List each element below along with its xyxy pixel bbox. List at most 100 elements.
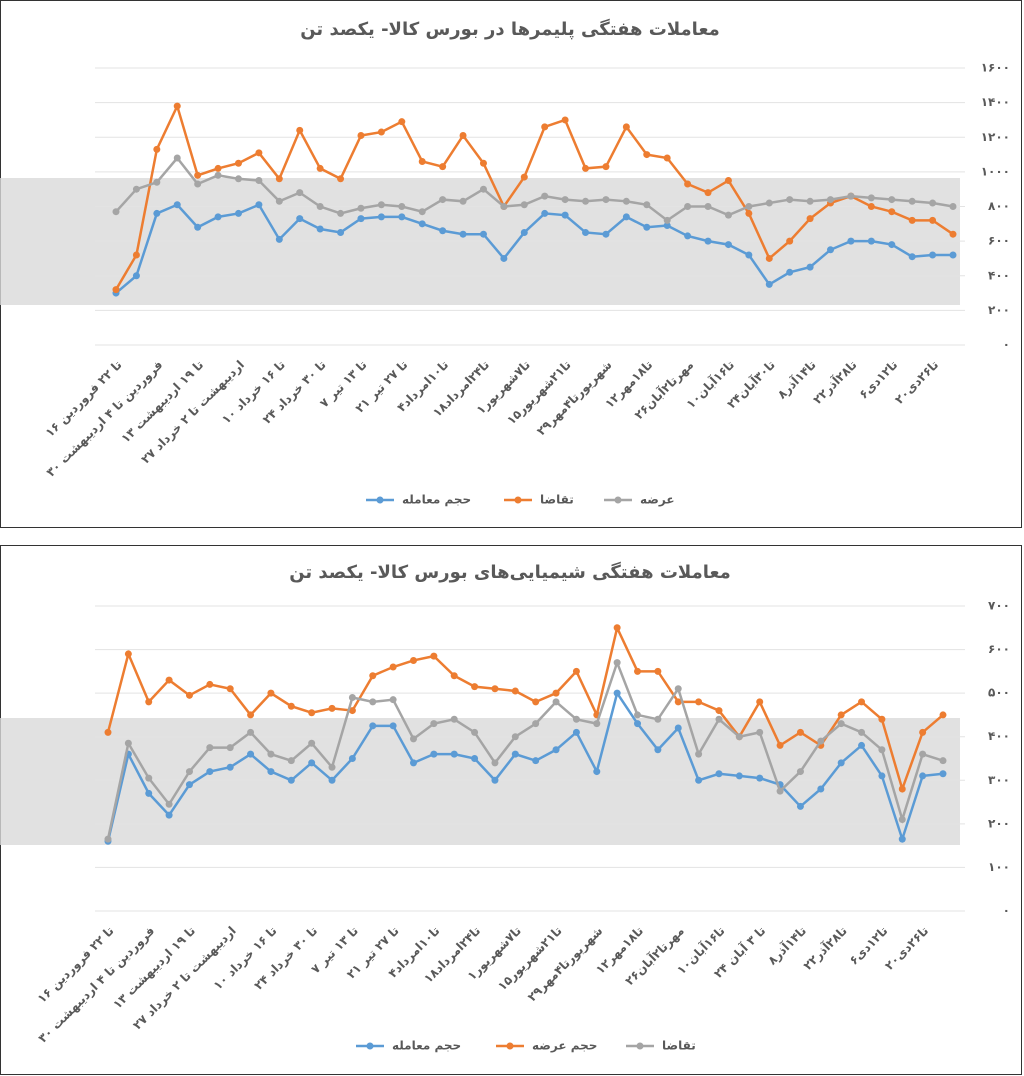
data-point (654, 746, 662, 754)
data-point (643, 201, 651, 209)
legend-label: حجم معامله (392, 1039, 461, 1053)
data-point (561, 116, 569, 124)
data-point (593, 720, 601, 728)
data-point (104, 835, 112, 843)
data-point (552, 746, 560, 754)
data-point (613, 659, 621, 667)
data-point (132, 185, 140, 193)
data-point (939, 770, 947, 778)
data-point (704, 237, 712, 245)
data-point (552, 689, 560, 697)
data-point (459, 197, 467, 205)
data-point (745, 251, 753, 259)
data-point (878, 746, 886, 754)
data-point (206, 744, 214, 752)
data-point (541, 209, 549, 217)
data-point (316, 164, 324, 172)
data-point (255, 201, 263, 209)
legend-label: عرضه (640, 493, 675, 507)
data-point (786, 268, 794, 276)
data-point (867, 237, 875, 245)
data-point (827, 196, 835, 204)
data-point (796, 802, 804, 810)
data-point (153, 209, 161, 217)
data-point (389, 663, 397, 671)
data-point (786, 237, 794, 245)
data-point (328, 704, 336, 712)
data-point (173, 102, 181, 110)
data-point (541, 123, 549, 131)
chart-title: معاملات هفتگی پلیمرها در بورس کالا- یکصد… (300, 18, 720, 40)
data-point (908, 197, 916, 205)
data-point (255, 177, 263, 185)
data-point (226, 685, 234, 693)
series-line (106, 658, 944, 840)
data-point (165, 676, 173, 684)
data-point (735, 733, 743, 741)
data-point (520, 228, 528, 236)
data-point (357, 132, 365, 140)
data-point (776, 741, 784, 749)
y-tick-label: ۱۲۰۰ (981, 130, 1010, 144)
data-point (145, 789, 153, 797)
data-point (817, 785, 825, 793)
data-point (878, 772, 886, 780)
data-point (765, 199, 773, 207)
data-point (173, 201, 181, 209)
data-point (593, 768, 601, 776)
y-tick-label: ۵۰۰ (988, 686, 1010, 700)
data-point (572, 667, 580, 675)
data-point (234, 175, 242, 183)
data-point (418, 208, 426, 216)
data-point (745, 209, 753, 217)
data-point (643, 151, 651, 159)
data-point (247, 728, 255, 736)
data-point (715, 715, 723, 723)
data-point (532, 757, 540, 765)
data-point (582, 164, 590, 172)
data-point (369, 722, 377, 730)
legend-marker (636, 1042, 644, 1050)
data-point (806, 215, 814, 223)
data-point (867, 203, 875, 210)
data-point (357, 204, 365, 212)
data-point (724, 211, 732, 219)
data-point (745, 203, 753, 210)
y-tick-label: ۳۰۰ (988, 773, 1010, 787)
data-point (756, 728, 764, 736)
data-point (643, 223, 651, 231)
data-point (817, 737, 825, 745)
y-tick-label: ۲۰۰ (988, 303, 1010, 317)
data-point (888, 196, 896, 204)
data-point (296, 189, 304, 197)
data-point (520, 201, 528, 209)
data-point (622, 213, 630, 221)
data-point (398, 118, 406, 126)
data-point (858, 741, 866, 749)
data-point (348, 694, 356, 701)
data-point (308, 759, 316, 767)
data-point (654, 715, 662, 723)
data-point (247, 750, 255, 758)
data-point (185, 691, 193, 699)
data-point (214, 213, 222, 221)
data-point (296, 126, 304, 134)
data-point (735, 772, 743, 780)
data-point (684, 203, 692, 210)
data-point (634, 667, 642, 675)
data-point (132, 272, 140, 280)
data-point (888, 208, 896, 216)
data-point (908, 253, 916, 261)
data-point (377, 128, 385, 136)
data-point (582, 197, 590, 205)
data-point (654, 667, 662, 675)
data-point (255, 149, 263, 157)
data-point (520, 173, 528, 181)
data-point (206, 680, 214, 688)
data-point (949, 230, 957, 238)
data-point (724, 241, 732, 249)
chart-title: معاملات هفتگی شیمیایی‌های بورس کالا- یکص… (289, 561, 731, 583)
data-point (888, 241, 896, 249)
data-point (439, 196, 447, 204)
